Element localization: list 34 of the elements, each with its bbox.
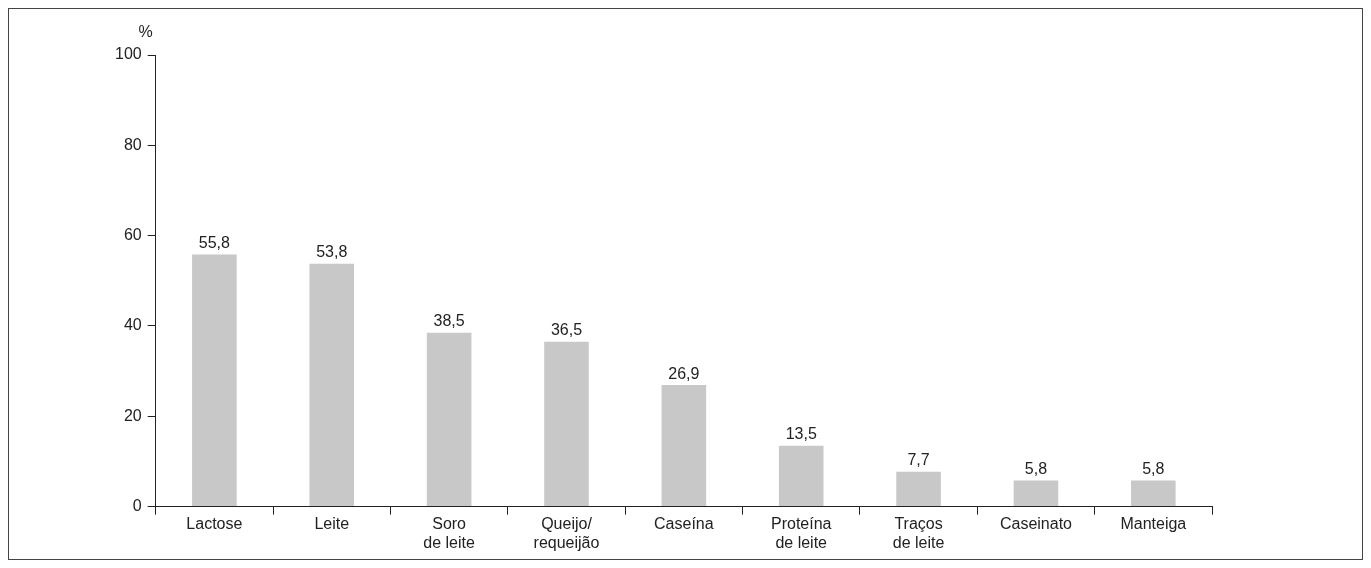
- x-tick-label: Caseinato: [999, 514, 1073, 532]
- bar: [426, 332, 472, 507]
- y-tick-label: 80: [123, 135, 142, 153]
- data-label: 36,5: [550, 321, 583, 339]
- data-label: 38,5: [433, 312, 465, 330]
- bar: [192, 254, 237, 507]
- bar: [778, 445, 824, 507]
- data-label: 5,8: [1142, 459, 1165, 477]
- x-tick-label: Queijo/requeijão: [533, 514, 600, 551]
- data-label: 55,8: [198, 234, 231, 252]
- data-label: 26,9: [668, 364, 700, 382]
- bar: [1131, 480, 1176, 507]
- y-tick-label: 60: [123, 226, 142, 244]
- bar: [661, 385, 707, 507]
- x-tick-label: Leite: [314, 514, 350, 532]
- y-tick-label: 0: [132, 497, 142, 515]
- data-label: 53,8: [316, 243, 348, 261]
- data-label: 5,8: [1024, 459, 1048, 477]
- x-tick-label: Lactose: [186, 514, 243, 532]
- bar: [1013, 480, 1059, 507]
- x-tick-label: Soro de leite: [423, 514, 476, 551]
- x-tick-label: Traços de leite: [892, 514, 945, 551]
- data-label: 13,5: [785, 425, 817, 443]
- bar: [544, 341, 589, 507]
- x-tick-label: Proteína de leite: [770, 514, 832, 551]
- y-tick-label: 20: [123, 406, 142, 424]
- x-tick-label: Caseína: [654, 514, 714, 532]
- bar: [309, 263, 355, 507]
- data-label: 7,7: [907, 451, 930, 469]
- y-tick-label: 100: [114, 45, 142, 63]
- y-axis-title: %: [138, 23, 153, 41]
- bar: [896, 471, 941, 507]
- x-tick-label: Manteiga: [1120, 514, 1187, 532]
- y-tick-label: 40: [123, 316, 142, 334]
